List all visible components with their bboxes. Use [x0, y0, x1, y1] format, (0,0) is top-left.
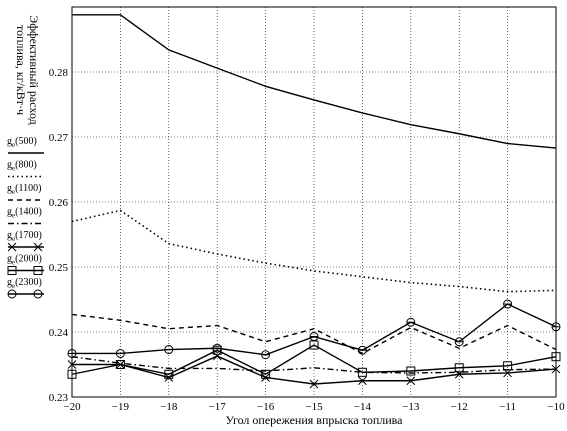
series-line — [71, 209, 557, 293]
series-line — [71, 356, 557, 374]
data-point — [212, 343, 222, 353]
x-tick-label: −10 — [547, 401, 565, 413]
plot-frame — [71, 6, 557, 398]
legend-label: ge(1700) — [7, 230, 42, 243]
legend-label: ge(500) — [7, 136, 37, 149]
data-point — [164, 345, 174, 355]
y-tick-label: 0.23 — [49, 392, 69, 404]
x-tick-label: −20 — [63, 401, 81, 413]
legend-label: ge(1400) — [7, 207, 42, 220]
series-line — [71, 313, 557, 355]
y-tick-label: 0.24 — [49, 327, 69, 339]
data-point — [503, 299, 513, 309]
y-axis-label-group: Эффективный расход топлива, кг/кВт·ч — [14, 15, 41, 124]
data-point — [503, 361, 513, 371]
series-line — [71, 344, 557, 376]
series-ge-800- — [71, 209, 557, 293]
legend-label: ge(800) — [7, 160, 37, 173]
y-tick-label: 0.25 — [49, 262, 69, 274]
data-point — [454, 337, 464, 347]
grid — [71, 7, 557, 398]
data-point — [358, 376, 367, 386]
x-tick-label: −11 — [499, 401, 516, 413]
data-point — [115, 360, 125, 369]
legend-marker — [33, 242, 43, 252]
data-point — [261, 369, 271, 379]
series-line — [72, 14, 557, 149]
data-point — [115, 348, 125, 358]
data-point — [212, 351, 222, 361]
tick-labels: −20 −19 −18 −17 −16 −15 −14 −13 −12 −11 −10 0.23 0.2… — [49, 67, 565, 413]
legend-marker — [7, 242, 17, 252]
series-ge-1400- — [71, 356, 557, 374]
data-point — [164, 369, 174, 379]
x-tick-label: −16 — [257, 401, 275, 413]
x-tick-label: −19 — [112, 401, 130, 413]
legend-label: ge(2300) — [7, 277, 42, 290]
x-tick-label: −13 — [402, 401, 420, 413]
legend-marker — [33, 266, 43, 275]
data-point — [454, 363, 464, 373]
y-tick-label: 0.27 — [49, 132, 69, 144]
legend-marker — [7, 289, 17, 299]
data-point — [406, 366, 416, 376]
y-tick-label: 0.28 — [49, 67, 69, 79]
data-point — [309, 379, 319, 389]
y-tick-label: 0.26 — [49, 197, 69, 209]
x-tick-label: −15 — [305, 401, 323, 413]
data-point — [164, 373, 174, 382]
x-tick-label: −17 — [209, 401, 227, 413]
data-point — [357, 367, 367, 377]
legend-label: ge(2000) — [7, 254, 42, 267]
legend-marker — [33, 289, 43, 299]
x-tick-label: −12 — [451, 401, 468, 413]
series-lines — [67, 14, 561, 389]
legend-label: ge(1100) — [7, 183, 41, 196]
data-point — [261, 350, 271, 360]
x-axis-label: Угол опережения впрыска топлива — [226, 413, 404, 427]
data-point — [406, 376, 416, 386]
series-ge-500- — [72, 14, 557, 149]
data-point — [261, 373, 270, 382]
x-tick-label: −14 — [354, 401, 372, 413]
y-axis-label-line2: топлива, кг/кВт·ч — [14, 25, 28, 115]
legend: ge(500) ge(800) ge(1100) ge(1400) ge(1700) ge… — [7, 136, 44, 299]
data-point — [309, 332, 319, 342]
data-point — [406, 317, 416, 327]
x-tick-label: −18 — [160, 401, 178, 413]
series-ge-1100- — [71, 313, 557, 355]
legend-marker — [7, 266, 17, 275]
data-point — [357, 345, 367, 355]
y-axis-label-line1: Эффективный расход — [27, 15, 41, 124]
